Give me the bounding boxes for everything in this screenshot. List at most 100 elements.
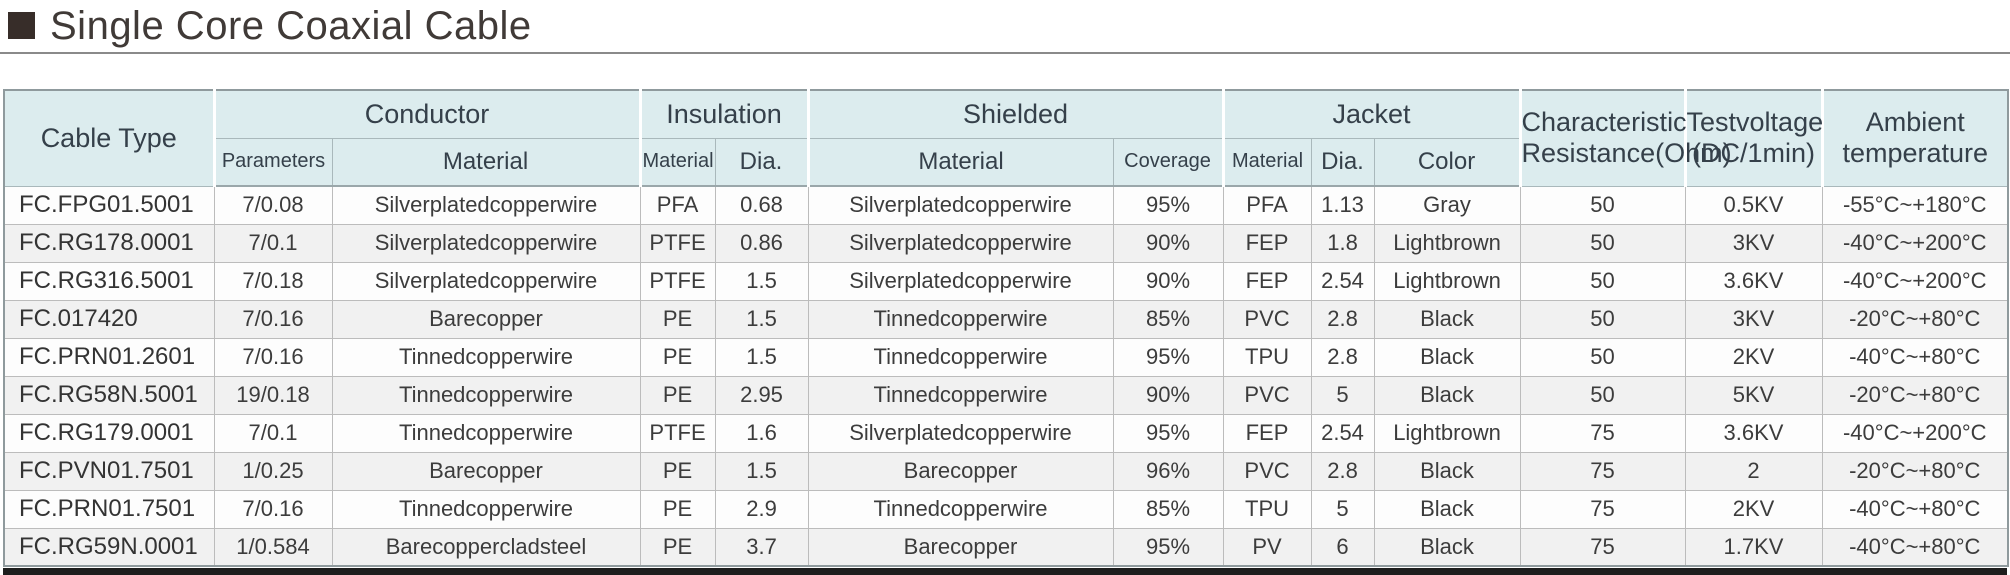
table-cell: 7/0.16: [213, 489, 333, 529]
table-cell: 5: [1310, 375, 1375, 415]
table-row: FC.RG179.0001 7/0.1 Tinnedcopperwire PTFE 1.…: [3, 413, 2009, 453]
table-cell: 7/0.1: [213, 413, 333, 453]
table-cell: 1.8: [1310, 223, 1375, 263]
table-cell: 95%: [1112, 527, 1224, 567]
col-header-testvoltage: Testvoltage (DC/1min): [1683, 89, 1823, 187]
table-cell: 50: [1519, 223, 1686, 263]
table-cell: -20°C~+80°C: [1821, 451, 2009, 491]
table-cell: 7/0.18: [213, 261, 333, 301]
table-cell: Black: [1373, 375, 1521, 415]
section-marker-icon: [8, 11, 35, 39]
col-header-jacket-material: Material: [1221, 137, 1312, 187]
table-cell: 90%: [1112, 375, 1224, 415]
table-cell: 0.86: [714, 223, 809, 263]
table-cell: Silverplatedcopperwire: [807, 185, 1114, 225]
table-cell: 75: [1519, 489, 1686, 529]
table-cell: -40°C~+200°C: [1821, 413, 2009, 453]
table-cell: Tinnedcopperwire: [331, 489, 641, 529]
table-cell: Silverplatedcopperwire: [331, 261, 641, 301]
table-cell: 7/0.16: [213, 299, 333, 339]
cable-type-cell: FC.FPG01.5001: [3, 185, 215, 225]
table-cell: PV: [1222, 527, 1312, 567]
col-header-cable-type: Cable Type: [3, 89, 215, 187]
table-cell: PFA: [1222, 185, 1312, 225]
table-cell: Tinnedcopperwire: [331, 375, 641, 415]
table-cell: 95%: [1112, 185, 1224, 225]
table-cell: Lightbrown: [1373, 261, 1521, 301]
table-row: FC.RG316.5001 7/0.18 Silverplatedcopperwir…: [3, 261, 2009, 301]
table-cell: 0.68: [714, 185, 809, 225]
col-header-ambient-temperature: Ambient temperature: [1820, 89, 2009, 187]
table-cell: -40°C~+200°C: [1821, 261, 2009, 301]
table-cell: -40°C~+80°C: [1821, 527, 2009, 567]
table-cell: 19/0.18: [213, 375, 333, 415]
table-cell: Barecopper: [331, 451, 641, 491]
col-group-conductor: Conductor: [212, 89, 641, 139]
table-cell: PFA: [639, 185, 716, 225]
table-cell: 1.5: [714, 299, 809, 339]
header-sub-row: Parameters Material Material Dia. Materi…: [4, 137, 2008, 187]
table-cell: -55°C~+180°C: [1821, 185, 2009, 225]
table-cell: PE: [639, 451, 716, 491]
table-cell: TPU: [1222, 489, 1312, 529]
table-cell: 1/0.584: [213, 527, 333, 567]
table-cell: Silverplatedcopperwire: [331, 185, 641, 225]
table-row: FC.RG178.0001 7/0.1 Silverplatedcopperwire…: [3, 223, 2009, 263]
table-cell: Black: [1373, 489, 1521, 529]
table-cell: 2.54: [1310, 413, 1375, 453]
table-cell: 95%: [1112, 337, 1224, 377]
table-cell: PE: [639, 299, 716, 339]
table-cell: 5: [1310, 489, 1375, 529]
col-header-insulation-material: Material: [638, 137, 716, 187]
page-title: Single Core Coaxial Cable: [50, 3, 532, 48]
table-cell: 85%: [1112, 299, 1224, 339]
table-cell: 75: [1519, 451, 1686, 491]
table-cell: Silverplatedcopperwire: [807, 413, 1114, 453]
table-header: Cable Type Conductor Insulation Shielded…: [3, 89, 2009, 187]
table-cell: PVC: [1222, 451, 1312, 491]
table-cell: PTFE: [639, 413, 716, 453]
table-cell: Barecopper: [807, 451, 1114, 491]
cable-type-cell: FC.RG179.0001: [3, 413, 215, 453]
table-cell: 1.13: [1310, 185, 1375, 225]
bottom-rule: [3, 568, 2007, 575]
table-cell: PE: [639, 489, 716, 529]
table-cell: 5KV: [1684, 375, 1823, 415]
table-cell: 2KV: [1684, 489, 1823, 529]
cable-type-cell: FC.PVN01.7501: [3, 451, 215, 491]
table-cell: -20°C~+80°C: [1821, 299, 2009, 339]
table-cell: Black: [1373, 299, 1521, 339]
table-row: FC.FPG01.5001 7/0.08 Silverplatedcopperwir…: [3, 185, 2009, 225]
table-cell: Tinnedcopperwire: [807, 299, 1114, 339]
cable-type-cell: FC.RG178.0001: [3, 223, 215, 263]
table-cell: 0.5KV: [1684, 185, 1823, 225]
table-cell: PE: [639, 337, 716, 377]
table-cell: 50: [1519, 375, 1686, 415]
table-cell: PVC: [1222, 375, 1312, 415]
table-cell: PTFE: [639, 261, 716, 301]
table-cell: Tinnedcopperwire: [807, 375, 1114, 415]
table-cell: 75: [1519, 413, 1686, 453]
cable-type-cell: FC.PRN01.7501: [3, 489, 215, 529]
header-group-row: Cable Type Conductor Insulation Shielded…: [3, 89, 2009, 187]
table-cell: 3.6KV: [1684, 413, 1823, 453]
table-cell: Black: [1373, 337, 1521, 377]
table-cell: 75: [1519, 527, 1686, 567]
cable-type-cell: FC.017420: [3, 299, 215, 339]
table-cell: FEP: [1222, 261, 1312, 301]
cable-type-cell: FC.RG58N.5001: [3, 375, 215, 415]
table-cell: 1.5: [714, 261, 809, 301]
table-cell: 50: [1519, 185, 1686, 225]
page-header: Single Core Coaxial Cable: [0, 0, 2010, 52]
table-cell: 95%: [1112, 413, 1224, 453]
table-cell: Tinnedcopperwire: [331, 413, 641, 453]
table-cell: 50: [1519, 261, 1686, 301]
table-cell: 2.54: [1310, 261, 1375, 301]
table-cell: Lightbrown: [1373, 413, 1521, 453]
table-cell: FEP: [1222, 223, 1312, 263]
col-header-shielded-material: Material: [806, 137, 1114, 187]
table-cell: 3.6KV: [1684, 261, 1823, 301]
col-header-shielded-coverage: Coverage: [1112, 137, 1224, 187]
col-header-jacket-color: Color: [1373, 137, 1521, 187]
table-cell: 1.5: [714, 451, 809, 491]
